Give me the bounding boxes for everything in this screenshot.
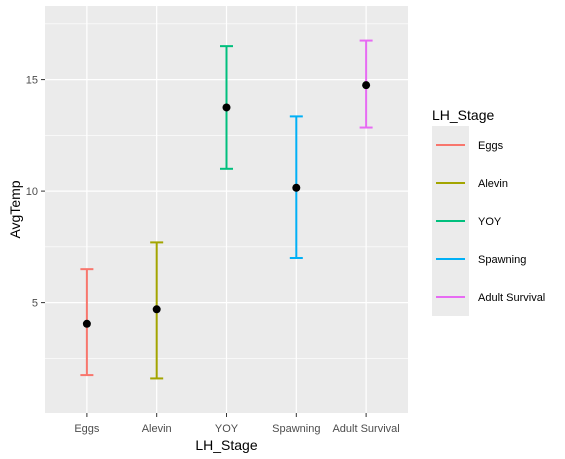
mean-point — [362, 81, 371, 90]
x-tick-label: YOY — [215, 423, 239, 435]
y-tick-label: 10 — [26, 186, 38, 198]
y-axis-title: AvgTemp — [7, 180, 23, 238]
legend-label: Spawning — [478, 254, 526, 266]
x-tick-label: Adult Survival — [332, 423, 399, 435]
mean-point — [292, 183, 301, 192]
x-axis: Eggs Alevin YOY Spawning Adult Survival — [74, 413, 400, 435]
y-axis: 5 10 15 — [26, 75, 45, 310]
points — [82, 81, 371, 328]
legend-label: YOY — [478, 216, 502, 228]
legend-label: Alevin — [478, 178, 508, 190]
legend-label: Adult Survival — [478, 292, 545, 304]
mean-point — [222, 103, 231, 112]
legend-title: LH_Stage — [432, 107, 494, 123]
legend: LH_Stage Eggs Alevin YOY Spawning Adult Surv… — [432, 107, 545, 316]
y-tick-label: 5 — [32, 298, 38, 310]
x-tick-label: Eggs — [74, 423, 100, 435]
x-tick-label: Spawning — [272, 423, 320, 435]
x-tick-label: Alevin — [142, 423, 172, 435]
legend-label: Eggs — [478, 140, 504, 152]
mean-point — [152, 305, 161, 314]
x-axis-title: LH_Stage — [195, 437, 257, 453]
y-tick-label: 15 — [26, 75, 38, 87]
mean-point — [82, 319, 91, 328]
